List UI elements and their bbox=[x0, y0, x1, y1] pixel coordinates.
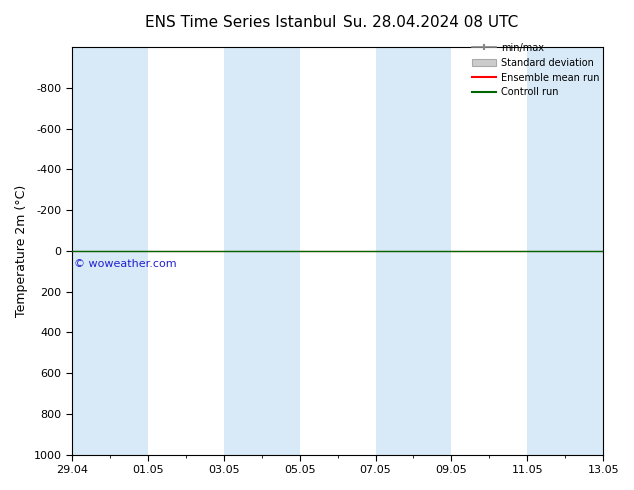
Bar bbox=[375, 47, 451, 455]
Bar bbox=[224, 47, 300, 455]
Text: ENS Time Series Istanbul: ENS Time Series Istanbul bbox=[145, 15, 337, 30]
Legend: min/max, Standard deviation, Ensemble mean run, Controll run: min/max, Standard deviation, Ensemble me… bbox=[468, 39, 603, 101]
Y-axis label: Temperature 2m (°C): Temperature 2m (°C) bbox=[15, 185, 28, 317]
Text: Su. 28.04.2024 08 UTC: Su. 28.04.2024 08 UTC bbox=[344, 15, 519, 30]
Bar bbox=[527, 47, 603, 455]
Text: © woweather.com: © woweather.com bbox=[74, 259, 176, 269]
Bar bbox=[72, 47, 148, 455]
